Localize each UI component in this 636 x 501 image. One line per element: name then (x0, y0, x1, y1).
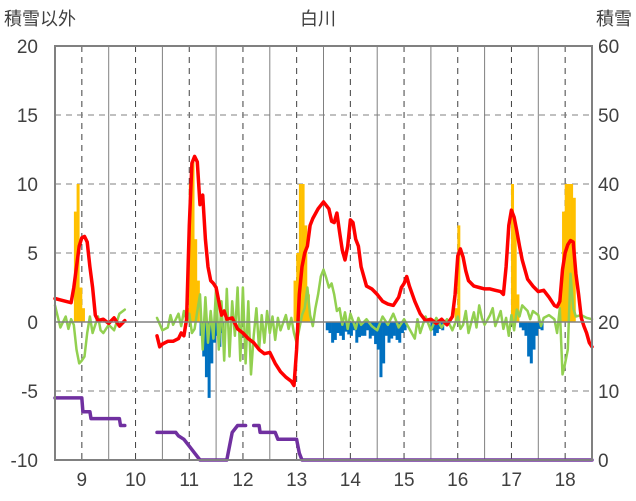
bar (374, 322, 378, 345)
right-tick-label: 50 (598, 106, 619, 127)
bar (81, 308, 85, 322)
bar (371, 322, 375, 336)
bar (519, 322, 523, 328)
bar (328, 322, 332, 334)
bar (529, 322, 533, 364)
bar (382, 322, 386, 364)
bar (513, 225, 517, 322)
bar (384, 322, 388, 336)
right-tick-label: 10 (598, 382, 619, 403)
right-tick-label: 30 (598, 244, 619, 265)
right-tick-label: 20 (598, 313, 619, 334)
bar (537, 322, 541, 329)
bar (392, 322, 396, 336)
right-tick-label: 60 (598, 37, 619, 58)
bar (400, 322, 404, 334)
bar (535, 322, 539, 336)
bar (379, 322, 383, 378)
right-tick-label: 40 (598, 175, 619, 196)
series-lines (53, 154, 594, 462)
bar (355, 322, 359, 343)
bar (387, 322, 391, 343)
bar (344, 322, 348, 332)
bar (521, 322, 525, 331)
bar (188, 184, 192, 322)
bar (325, 322, 329, 331)
right-tick-label: 0 (598, 451, 609, 472)
x-tick-label: 10 (125, 470, 146, 491)
gridlines (55, 45, 592, 461)
left-tick-label: 10 (17, 175, 38, 196)
bar (516, 294, 520, 322)
bar (435, 322, 439, 334)
bar (204, 322, 208, 378)
bar (376, 322, 380, 350)
bar (293, 280, 297, 322)
bar (395, 322, 399, 340)
bar (304, 225, 308, 322)
bar (360, 322, 364, 336)
x-tick-label: 13 (286, 470, 307, 491)
series-line-4 (53, 396, 594, 462)
plot-frame (54, 45, 593, 461)
bar (570, 184, 574, 322)
bar (567, 184, 571, 322)
right-axis-ticks: 0 10 20 30 40 50 60 (598, 37, 619, 472)
bars (73, 159, 576, 398)
series-line-1 (53, 268, 594, 376)
x-tick-label: 16 (447, 470, 468, 491)
bar (210, 322, 214, 364)
bar (194, 239, 198, 322)
series-line-0 (53, 154, 594, 388)
x-tick-label: 12 (232, 470, 253, 491)
bar (298, 184, 302, 322)
bar (339, 322, 343, 336)
bar (368, 322, 372, 339)
bar (511, 184, 515, 322)
bar (349, 322, 353, 336)
left-axis-ticks: -10 -5 0 5 10 15 20 (11, 37, 38, 472)
x-tick-label: 14 (340, 470, 362, 491)
bar (454, 308, 458, 322)
left-tick-label: 0 (27, 313, 38, 334)
x-tick-label: 18 (555, 470, 576, 491)
left-tick-label: -5 (21, 382, 38, 403)
bar (390, 322, 394, 339)
bar (363, 322, 367, 336)
bar (336, 322, 340, 334)
bar (79, 287, 83, 322)
x-tick-label: 15 (393, 470, 414, 491)
bar (207, 322, 211, 398)
bar (532, 322, 536, 350)
x-tick-label: 17 (501, 470, 522, 491)
x-tick-label: 11 (179, 470, 199, 491)
right-axis-title: 積雪 (596, 9, 632, 29)
left-tick-label: 15 (17, 106, 38, 127)
bar (331, 322, 335, 343)
left-tick-label: 20 (17, 37, 38, 58)
bar (296, 253, 300, 322)
bar (398, 322, 402, 343)
chart-title: 白川 (300, 9, 336, 29)
bar (366, 322, 370, 331)
bar (457, 225, 461, 322)
left-tick-label: -10 (11, 451, 38, 472)
bar (191, 159, 195, 322)
bar (433, 322, 437, 336)
bar (357, 322, 361, 338)
bar (333, 322, 337, 340)
bar (403, 322, 407, 331)
bar (527, 322, 531, 357)
left-axis-title: 積雪以外 (4, 9, 76, 29)
left-tick-label: 5 (27, 244, 38, 265)
bar (524, 322, 528, 336)
x-tick-label: 9 (77, 470, 88, 491)
x-axis-ticks: 9 10 11 12 13 14 15 16 17 18 (77, 470, 576, 491)
bar (341, 322, 345, 340)
